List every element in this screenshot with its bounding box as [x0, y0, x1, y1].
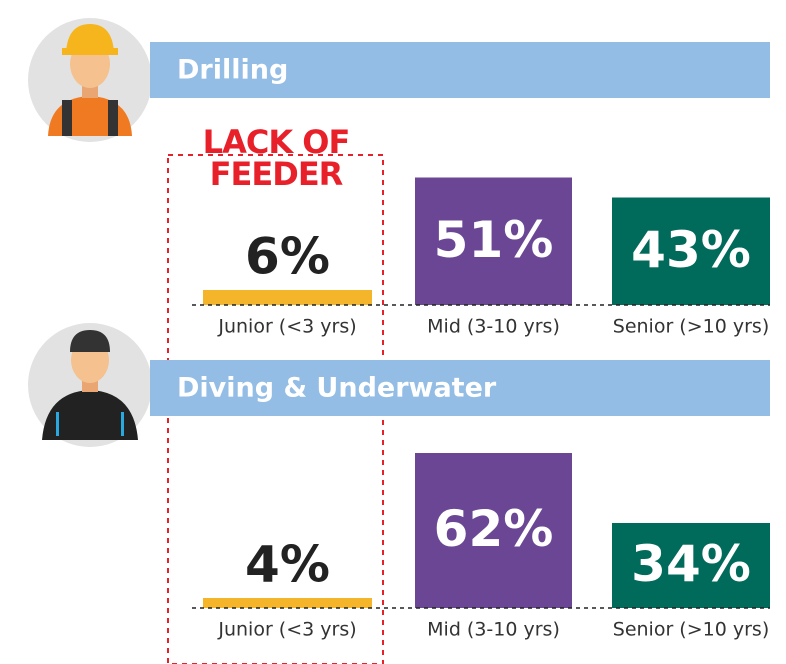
bar [415, 177, 572, 305]
header-bar [150, 42, 770, 98]
value-label: 43% [631, 221, 751, 279]
category-label: Junior (<3 yrs) [217, 316, 356, 338]
bar [203, 598, 372, 608]
bar [203, 290, 372, 305]
value-label: 62% [434, 500, 554, 558]
header-bar [150, 360, 770, 416]
category-label: Senior (>10 yrs) [613, 619, 769, 641]
diver-avatar [28, 323, 152, 447]
annotation: LACK OF FEEDER [202, 123, 351, 193]
value-label: 6% [245, 228, 330, 286]
value-label: 51% [434, 211, 554, 269]
bar [415, 453, 572, 608]
category-label: Junior (<3 yrs) [217, 619, 356, 641]
category-label: Mid (3-10 yrs) [427, 619, 560, 641]
worker-avatar [28, 18, 152, 142]
category-label: Mid (3-10 yrs) [427, 316, 560, 338]
value-label: 34% [631, 535, 751, 593]
chart-title: Drilling [177, 55, 288, 86]
category-label: Senior (>10 yrs) [613, 316, 769, 338]
bar [612, 523, 770, 608]
bar [612, 197, 770, 305]
chart-title: Diving & Underwater [177, 373, 497, 404]
value-label: 4% [245, 536, 330, 594]
